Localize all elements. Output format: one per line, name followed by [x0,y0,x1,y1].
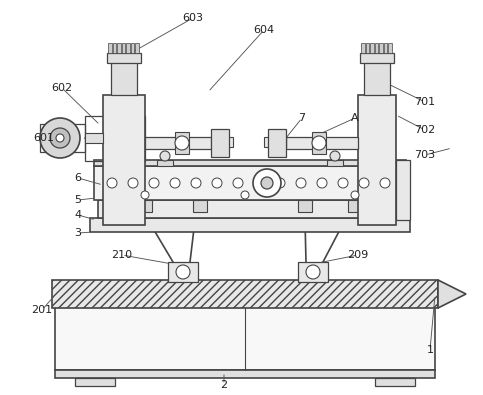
Circle shape [170,178,180,188]
Circle shape [380,178,390,188]
Bar [107,53,141,63]
Bar [138,200,152,212]
Circle shape [50,128,70,148]
Circle shape [312,136,326,150]
Bar [298,200,312,212]
Circle shape [338,178,348,188]
Circle shape [233,178,243,188]
Circle shape [149,178,159,188]
Bar [286,137,358,149]
Bar [75,378,115,386]
Text: 2: 2 [220,380,227,390]
Text: 603: 603 [183,13,203,23]
Circle shape [141,191,149,199]
Circle shape [317,178,327,188]
Bar [358,95,396,225]
Text: 3: 3 [74,228,82,238]
Bar [52,280,438,308]
Bar [85,116,145,161]
Bar [113,43,116,53]
Text: 604: 604 [254,25,274,35]
Text: 702: 702 [414,125,436,135]
Bar [168,262,198,282]
Bar [103,95,145,225]
Bar [379,43,383,53]
Bar [312,132,326,154]
Bar [135,43,139,53]
Bar [85,133,103,143]
Bar [193,200,207,212]
Text: 4: 4 [74,210,82,220]
Bar [98,200,402,218]
Circle shape [128,178,138,188]
Bar [94,160,406,166]
Circle shape [241,191,249,199]
Bar [111,60,137,95]
Circle shape [212,178,222,188]
Circle shape [296,178,306,188]
Text: 1: 1 [426,345,434,355]
Bar [157,160,173,166]
Bar [268,129,286,157]
Circle shape [275,178,285,188]
Bar [117,43,120,53]
Bar [145,137,217,149]
Bar [40,124,85,152]
Bar [384,43,387,53]
Circle shape [253,169,281,197]
Circle shape [359,178,369,188]
Bar [374,43,378,53]
Text: 7: 7 [298,113,306,123]
Bar [122,43,125,53]
Bar [388,43,392,53]
Circle shape [330,151,340,161]
Text: 210: 210 [112,250,132,260]
Bar [130,43,134,53]
Circle shape [351,191,359,199]
Text: 602: 602 [51,83,72,93]
Bar [348,200,362,212]
Circle shape [175,136,189,150]
Text: 701: 701 [414,97,436,107]
Text: A: A [351,113,359,123]
Bar [55,305,435,370]
Circle shape [160,151,170,161]
Bar [55,370,435,378]
Bar [298,262,328,282]
Circle shape [107,178,117,188]
Bar [126,43,129,53]
Bar [361,43,365,53]
Text: 201: 201 [31,305,53,315]
Circle shape [56,134,64,142]
Bar [366,43,369,53]
Text: 209: 209 [347,250,369,260]
Bar [211,129,229,157]
Polygon shape [438,280,466,308]
Bar [175,132,189,154]
Bar [108,43,112,53]
Circle shape [191,178,201,188]
Text: 5: 5 [74,195,82,205]
Bar [211,137,233,147]
Circle shape [176,265,190,279]
Bar [396,160,410,220]
Bar [264,137,286,147]
Bar [360,53,394,63]
Circle shape [254,178,264,188]
Bar [375,378,415,386]
Bar [327,160,343,166]
Bar [90,218,410,232]
Circle shape [306,265,320,279]
Bar [370,43,373,53]
Text: 601: 601 [33,133,55,143]
Circle shape [261,177,273,189]
Text: 6: 6 [74,173,82,183]
Bar [94,166,406,200]
Bar [364,60,390,95]
Circle shape [40,118,80,158]
Text: 703: 703 [414,150,436,160]
